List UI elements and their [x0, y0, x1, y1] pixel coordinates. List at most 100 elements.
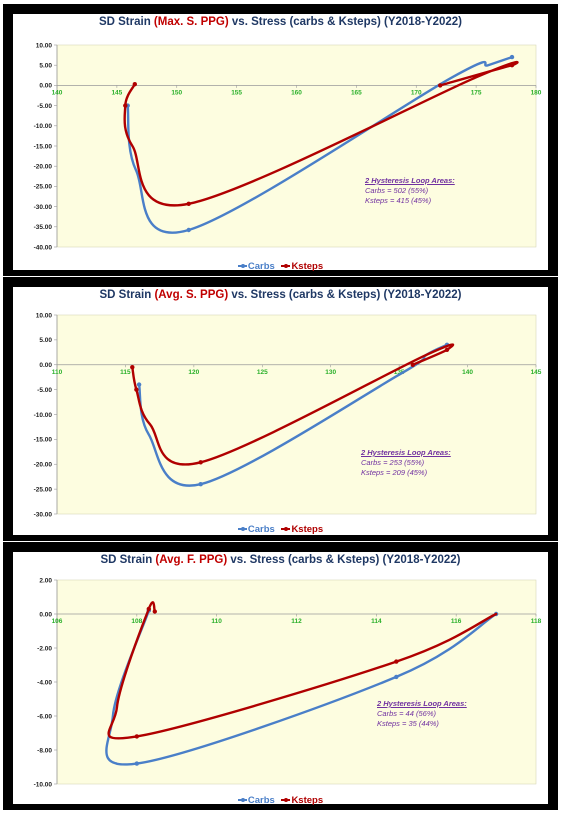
chart-title-1: SD Strain (Max. S. PPG) vs. Stress (carb…	[98, 16, 463, 28]
chart-title-3: SD Strain (Avg. F. PPG) vs. Stress (carb…	[100, 554, 461, 566]
y-tick-label: 10.00	[36, 312, 53, 319]
plot-1: 10.00 5.00 0.00 -5.00 -10.00 -15.00 -20.00 -25.…	[34, 42, 542, 251]
y-tick-label: 5.00	[39, 337, 52, 344]
x-tick-label: 116	[451, 618, 462, 625]
x-tick-label: 110	[211, 618, 222, 625]
y-tick-label: -25.00	[34, 486, 53, 493]
x-tick-label: 145	[531, 369, 542, 376]
x-tick-label: 165	[351, 89, 362, 96]
x-tick-label: 125	[257, 369, 268, 376]
plot-background	[56, 44, 537, 248]
data-point-ksteps	[438, 83, 443, 88]
data-point-ksteps	[509, 63, 515, 68]
data-point-ksteps	[132, 82, 137, 87]
x-tick-label: 160	[291, 89, 302, 96]
x-tick-label: 114	[371, 618, 382, 625]
data-point-ksteps	[134, 734, 139, 739]
loop-area-annotation-2: 2 Hysteresis Loop Areas: Carbs = 253 (55…	[361, 448, 451, 477]
y-tick-label: -10.00	[34, 412, 53, 419]
y-tick-label: 0.00	[39, 83, 52, 90]
y-tick-label: -10.00	[34, 781, 53, 788]
data-point-ksteps	[130, 365, 135, 370]
data-point-ksteps	[152, 609, 157, 614]
data-point-ksteps	[198, 460, 203, 465]
data-point-carbs	[509, 54, 515, 60]
x-tick-label: 170	[411, 89, 422, 96]
x-tick-label: 130	[325, 369, 336, 376]
chart-panel-2: SD Strain (Avg. S. PPG) vs. Stress (carb…	[3, 277, 558, 541]
x-tick-label: 140	[52, 89, 63, 96]
legend-carbs: Carbs	[237, 261, 275, 272]
plot-background	[56, 579, 537, 785]
x-tick-label: 106	[52, 618, 63, 625]
x-tick-label: 180	[531, 89, 542, 96]
data-point-carbs	[136, 382, 142, 387]
legend-2: Carbs Ksteps	[13, 524, 548, 535]
data-point-ksteps	[123, 103, 128, 108]
y-tick-label: -20.00	[34, 164, 53, 171]
y-tick-label: -5.00	[37, 103, 52, 110]
plot-3: 2.00 0.00 -2.00 -4.00 -6.00 -8.00 -10.00 106 108…	[34, 577, 542, 788]
chart-area-2: SD Strain (Avg. S. PPG) vs. Stress (carb…	[13, 287, 548, 535]
plot-background	[56, 314, 537, 515]
x-tick-label: 145	[111, 89, 122, 96]
data-point-ksteps	[134, 387, 139, 392]
data-point-ksteps	[146, 606, 151, 612]
legend-ksteps: Ksteps	[281, 795, 323, 806]
data-point-ksteps	[394, 659, 399, 664]
data-point-ksteps	[410, 362, 415, 367]
data-point-ksteps	[444, 347, 450, 352]
legend-ksteps: Ksteps	[281, 524, 323, 535]
chart-panel-1: SD Strain (Max. S. PPG) vs. Stress (carb…	[3, 4, 558, 276]
y-tick-label: -25.00	[34, 184, 53, 191]
x-tick-label: 112	[291, 618, 302, 625]
y-tick-label: 2.00	[39, 577, 52, 584]
y-tick-label: 10.00	[36, 42, 53, 49]
y-tick-label: -10.00	[34, 123, 53, 130]
y-tick-label: -30.00	[34, 204, 53, 211]
legend-carbs: Carbs	[237, 524, 275, 535]
legend-3: Carbs Ksteps	[13, 795, 548, 806]
y-tick-label: -5.00	[37, 387, 52, 394]
y-tick-label: -6.00	[37, 713, 52, 720]
series-line-carbs	[126, 55, 514, 234]
y-tick-label: -8.00	[37, 747, 52, 754]
x-tick-label: 115	[120, 369, 131, 376]
data-point-ksteps	[186, 201, 191, 206]
series-line-carbs	[105, 609, 498, 766]
data-point-carbs	[186, 227, 191, 233]
chart-area-3: SD Strain (Avg. F. PPG) vs. Stress (carb…	[13, 552, 548, 806]
y-tick-label: 0.00	[39, 362, 52, 369]
x-tick-label: 118	[531, 618, 542, 625]
y-tick-label: -35.00	[34, 224, 53, 231]
y-tick-label: -30.00	[34, 511, 53, 518]
x-tick-label: 175	[471, 89, 482, 96]
chart-panel-3: SD Strain (Avg. F. PPG) vs. Stress (carb…	[3, 542, 558, 810]
y-tick-label: -15.00	[34, 437, 53, 444]
x-tick-label: 155	[231, 89, 242, 96]
legend-carbs: Carbs	[237, 795, 275, 806]
legend-1: Carbs Ksteps	[13, 261, 548, 272]
data-point-carbs	[394, 674, 399, 680]
x-tick-label: 150	[171, 89, 182, 96]
y-tick-label: -40.00	[34, 244, 53, 251]
x-tick-label: 140	[462, 369, 473, 376]
data-point-carbs	[198, 482, 203, 487]
y-tick-label: 0.00	[39, 611, 52, 618]
plot-2: 10.00 5.00 0.00 -5.00 -10.00 -15.00 -20.00 -25.…	[34, 312, 542, 518]
y-tick-label: -20.00	[34, 462, 53, 469]
y-tick-label: -15.00	[34, 143, 53, 150]
x-tick-label: 108	[131, 618, 142, 625]
x-tick-label: 110	[52, 369, 63, 376]
chart-area-1: SD Strain (Max. S. PPG) vs. Stress (carb…	[13, 14, 548, 272]
data-point-carbs	[134, 761, 139, 766]
loop-area-annotation-1: 2 Hysteresis Loop Areas: Carbs = 502 (55…	[365, 176, 455, 205]
y-tick-label: -4.00	[37, 679, 52, 686]
loop-area-annotation-3: 2 Hysteresis Loop Areas: Carbs = 44 (56%…	[377, 699, 467, 728]
x-tick-label: 120	[188, 369, 199, 376]
y-tick-label: -2.00	[37, 645, 52, 652]
x-tick-label: 135	[394, 369, 405, 376]
legend-ksteps: Ksteps	[281, 261, 323, 272]
y-tick-label: 5.00	[39, 63, 52, 70]
chart-title-2: SD Strain (Avg. S. PPG) vs. Stress (carb…	[99, 289, 462, 301]
